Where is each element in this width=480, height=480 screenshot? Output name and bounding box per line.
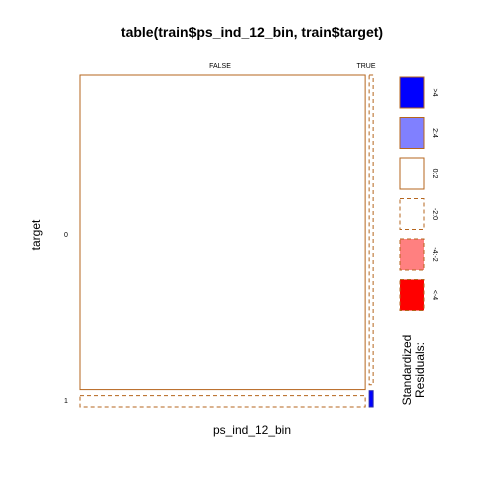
mosaic-cell-true-0 [368,74,374,386]
mosaic-cell-false-0 [79,74,366,391]
y-axis-label: target [29,219,43,250]
legend-title-line-1: Standardized [400,335,414,406]
y-tick-1: 1 [64,398,68,405]
y-tick-0: 0 [64,232,68,239]
chart-title: table(train$ps_ind_12_bin, train$target) [121,24,383,40]
legend-label-4: -4:-2 [431,247,438,262]
legend-label-1: 2:4 [431,128,438,138]
legend-swatch-2 [399,157,425,190]
x-tick-false: FALSE [209,63,231,70]
legend-swatch-1 [399,117,425,149]
legend-title-line-2: Residuals: [413,342,427,398]
legend-swatch-0 [399,76,425,109]
mosaic-cell-true-1 [368,390,374,408]
legend-label-0: >4 [431,89,438,97]
legend-label-5: <-4 [431,290,438,300]
x-axis-label: ps_ind_12_bin [213,423,291,437]
legend-swatch-5 [399,279,425,311]
legend: >4 2:4 0:2 -2:0 -4:-2 <-4 [399,76,438,311]
legend-swatch-3 [399,198,425,230]
mosaic-cell-false-1 [79,395,366,408]
legend-label-3: -2:0 [431,208,438,220]
legend-label-2: 0:2 [431,169,438,179]
legend-swatch-4 [399,238,425,271]
mosaic-cells [79,74,374,408]
x-tick-true: TRUE [356,63,375,70]
